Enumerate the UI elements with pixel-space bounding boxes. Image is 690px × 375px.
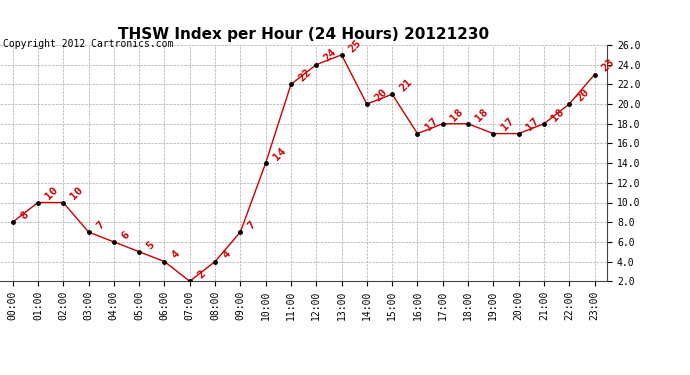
Text: 18: 18	[473, 106, 490, 123]
Text: 17: 17	[499, 116, 515, 133]
Text: 22: 22	[297, 67, 313, 84]
Text: 10: 10	[69, 185, 86, 202]
Text: 20: 20	[575, 87, 591, 103]
Text: 4: 4	[221, 249, 233, 261]
Text: 14: 14	[271, 146, 288, 162]
Text: 17: 17	[423, 116, 440, 133]
Text: 17: 17	[524, 116, 541, 133]
Text: 8: 8	[18, 210, 30, 221]
Text: 18: 18	[549, 106, 566, 123]
Text: 18: 18	[448, 106, 465, 123]
Text: 10: 10	[43, 185, 60, 202]
Text: 24: 24	[322, 47, 338, 64]
Text: 21: 21	[397, 77, 414, 93]
Text: THSW  (°F): THSW (°F)	[584, 31, 647, 40]
Text: 7: 7	[94, 219, 106, 231]
Text: 20: 20	[373, 87, 389, 103]
Text: 25: 25	[347, 38, 364, 54]
Text: 7: 7	[246, 219, 258, 231]
Text: 23: 23	[600, 57, 617, 74]
Text: 5: 5	[145, 239, 157, 251]
Text: 6: 6	[119, 229, 131, 241]
Title: THSW Index per Hour (24 Hours) 20121230: THSW Index per Hour (24 Hours) 20121230	[118, 27, 489, 42]
Text: 2: 2	[195, 268, 207, 280]
Text: Copyright 2012 Cartronics.com: Copyright 2012 Cartronics.com	[3, 39, 174, 50]
Text: 4: 4	[170, 249, 182, 261]
